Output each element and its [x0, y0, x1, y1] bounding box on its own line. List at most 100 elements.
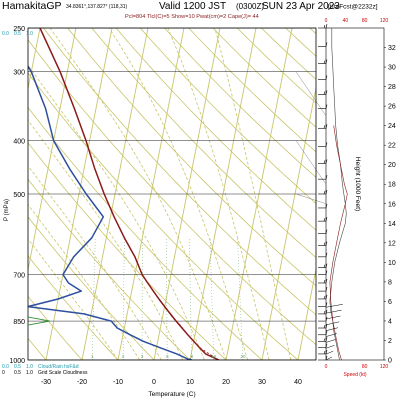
speed-tick-top: 0 — [325, 18, 328, 24]
station-name: HamakitaGP — [2, 0, 62, 12]
mixing-ratio-label: 2 — [122, 354, 125, 359]
wind-barb-flag — [325, 124, 328, 129]
wind-barb-flag — [325, 75, 328, 80]
connector-line — [295, 193, 327, 205]
wind-barb-flag — [323, 310, 326, 315]
speed-profile — [329, 28, 347, 361]
grid-cloud-scale-label: 1.0 — [26, 370, 33, 376]
grid-cloud-scale-label: 0 — [2, 370, 5, 376]
y-tick-label: 500 — [13, 192, 25, 199]
dry-adiabat — [28, 72, 299, 360]
wind-barb-flag — [323, 24, 326, 29]
wind-barb-flag — [325, 241, 328, 246]
wind-barb-flag — [325, 278, 328, 284]
y-tick-label: 850 — [13, 319, 25, 326]
low-level-barb — [325, 321, 340, 326]
cloud-rain-scale-label: 0.0 — [2, 364, 9, 370]
height-tick-label: 32 — [388, 45, 396, 52]
speed-tick-bottom: 0 — [325, 364, 328, 370]
speed-axis-label: Speed (kt) — [343, 372, 366, 378]
wind-barb-flag — [323, 91, 326, 95]
wind-barb-flag — [325, 309, 328, 315]
station-coords: 34.8361°,137.827° (118,31) — [66, 4, 128, 10]
y-tick-label: 300 — [13, 70, 25, 77]
valid-time: Valid 1200 JST — [159, 1, 226, 12]
height-tick-label: 30 — [388, 65, 396, 72]
low-level-barb — [325, 350, 334, 355]
x-tick-label: 20 — [222, 379, 230, 386]
height-tick-label: 10 — [388, 260, 396, 267]
wind-barb-flag — [325, 337, 328, 342]
cloud-rain-scale-label: 1.0 — [26, 364, 33, 370]
wind-barb-flag — [325, 343, 328, 348]
mixing-ratio-label: 5 — [166, 354, 169, 359]
wind-barb-flag — [325, 104, 328, 109]
dry-adiabat — [212, 28, 316, 128]
wind-barb-flag — [325, 189, 328, 195]
dry-adiabat — [28, 216, 155, 360]
height-tick-label: 26 — [388, 104, 396, 111]
moist-adiabat — [28, 238, 119, 360]
dewpoint-profile — [28, 65, 191, 360]
wind-barb-flag — [323, 60, 326, 64]
wind-barb-flag — [325, 287, 328, 292]
wind-barb-flag — [325, 317, 328, 322]
mixing-ratio-label: 12 — [211, 354, 217, 359]
mixing-ratio-label: 20 — [240, 354, 246, 359]
low-cloud-marker — [27, 316, 51, 326]
x-tick-label: 0 — [152, 379, 156, 386]
wind-barb-flag — [325, 294, 328, 300]
dry-adiabat — [358, 28, 400, 360]
moist-adiabat — [28, 119, 184, 360]
wind-barb-flag — [325, 349, 328, 355]
wind-barb-flag — [323, 125, 326, 129]
moist-adiabat — [49, 28, 227, 360]
wind-barb-flag — [325, 229, 328, 234]
wind-barb-flag — [325, 252, 328, 257]
dry-adiabat — [28, 255, 119, 360]
speed-tick-bottom: 80 — [362, 364, 368, 370]
grid-cloud-scale-label: 0.5 — [14, 370, 21, 376]
height-tick-label: 22 — [388, 143, 396, 150]
low-level-barb — [325, 309, 342, 314]
wind-barb-flag — [325, 90, 328, 95]
moist-adiabat — [28, 165, 162, 360]
dry-adiabat — [43, 28, 316, 316]
wind-barb-flag — [323, 295, 326, 300]
dry-adiabat — [115, 28, 316, 231]
speed-tick-top: 80 — [362, 18, 368, 24]
height-tick-label: 8 — [388, 279, 392, 286]
height-tick-label: 4 — [388, 318, 392, 325]
height-tick-label: 16 — [388, 201, 396, 208]
dry-adiabat — [140, 28, 316, 204]
speed-tick-top: 120 — [380, 18, 389, 24]
wind-barb-flag — [325, 355, 328, 361]
low-level-barb — [325, 333, 337, 337]
wind-barb-flag — [323, 242, 326, 246]
cloud-rain-scale-title: Cloud/Rain hsF&d — [38, 364, 79, 370]
y-tick-label: 400 — [13, 139, 25, 146]
wind-barb-flag — [323, 338, 326, 342]
wind-barb-flag — [325, 203, 328, 209]
mixing-ratio-label: 8 — [191, 354, 194, 359]
skewt-plot — [28, 28, 400, 360]
model-run: [t/hrFcst@2232z] — [328, 4, 378, 11]
wind-barb-flag — [325, 302, 328, 307]
height-tick-label: 0 — [388, 358, 392, 365]
wind-barb-flag — [323, 190, 326, 195]
wind-barb-flag — [325, 23, 328, 29]
wind-barb-flag — [325, 175, 328, 180]
speed-profile — [329, 125, 348, 361]
cloud-scale-top-label: 1.0 — [26, 31, 33, 37]
wind-barb-flag — [323, 324, 326, 329]
height-tick-label: 24 — [388, 123, 396, 130]
dry-adiabat — [28, 295, 83, 360]
x-tick-label: 10 — [186, 379, 194, 386]
height-tick-label: 20 — [388, 162, 396, 169]
low-level-barb — [325, 345, 335, 349]
dry-adiabat — [28, 178, 191, 360]
dry-adiabat — [67, 28, 316, 287]
low-level-barb — [325, 315, 341, 320]
moist-adiabat — [214, 28, 292, 360]
